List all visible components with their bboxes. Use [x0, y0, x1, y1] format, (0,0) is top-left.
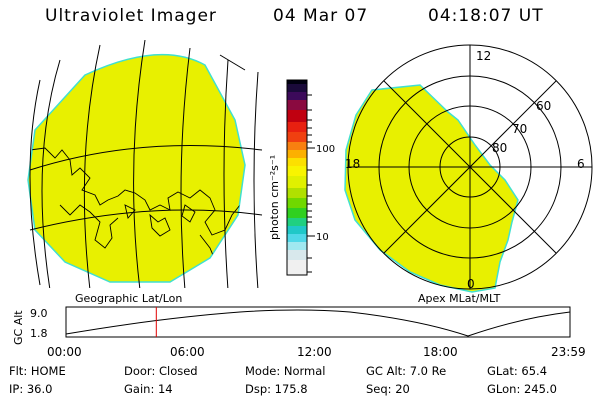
altitude-curve [65, 309, 571, 337]
x-tick-0600: 06:00 [170, 345, 205, 359]
lat-label-70: 70 [512, 122, 527, 136]
door-info: Door: Closed [124, 364, 198, 378]
seq-info: Seq: 20 [366, 382, 410, 396]
ip-info: IP: 36.0 [9, 382, 53, 396]
mlt-label-6: 6 [577, 157, 585, 171]
mlt-diagonal-2 [383, 80, 557, 254]
color-bar: 100 10 photon cm⁻²s⁻¹ [268, 79, 335, 276]
glat-info: GLat: 65.4 [487, 364, 548, 378]
x-tick-0000: 00:00 [47, 345, 82, 359]
gc-alt-info: GC Alt: 7.0 Re [366, 364, 447, 378]
lat-label-80: 80 [492, 141, 507, 155]
altitude-ymin: 1.8 [30, 327, 48, 340]
geographic-image-disk [27, 53, 246, 283]
x-tick-1200: 12:00 [297, 345, 332, 359]
date-label: 04 Mar 07 [273, 6, 369, 26]
colorbar-tick-100: 100 [316, 144, 335, 155]
mlt-label-18: 18 [345, 157, 360, 171]
polar-panel-label: Apex MLat/MLT [418, 292, 501, 305]
polar-plot-panel: 12 18 6 0 60 70 80 Apex MLat/MLT [344, 44, 593, 305]
altitude-axis-label: GC Alt [12, 310, 25, 345]
polar-image-fill [344, 84, 519, 293]
x-tick-2359: 23:59 [551, 345, 586, 359]
colorbar-unit-label: photon cm⁻²s⁻¹ [268, 155, 281, 240]
lat-label-60: 60 [536, 99, 551, 113]
app-title: Ultraviolet Imager [45, 6, 217, 26]
flight-info: Flt: HOME [9, 364, 66, 378]
mode-info: Mode: Normal [245, 364, 326, 378]
coastline [29, 147, 241, 261]
dsp-info: Dsp: 175.8 [245, 382, 308, 396]
altitude-ymax: 9.0 [30, 307, 48, 320]
altitude-timeline: GC Alt 9.0 1.8 00:00 06:00 12:00 18:00 2… [12, 306, 586, 359]
mlt-label-12: 12 [476, 49, 491, 63]
time-label: 04:18:07 UT [428, 6, 544, 26]
geo-panel-label: Geographic Lat/Lon [75, 292, 182, 305]
x-tick-1800: 18:00 [423, 345, 458, 359]
colorbar-tick-10: 10 [316, 232, 329, 243]
geographic-map-panel: Geographic Lat/Lon [27, 40, 263, 305]
glon-info: GLon: 245.0 [487, 382, 557, 396]
gain-info: Gain: 14 [124, 382, 173, 396]
altitude-plot-frame [65, 306, 571, 338]
mlt-label-0: 0 [467, 277, 475, 291]
